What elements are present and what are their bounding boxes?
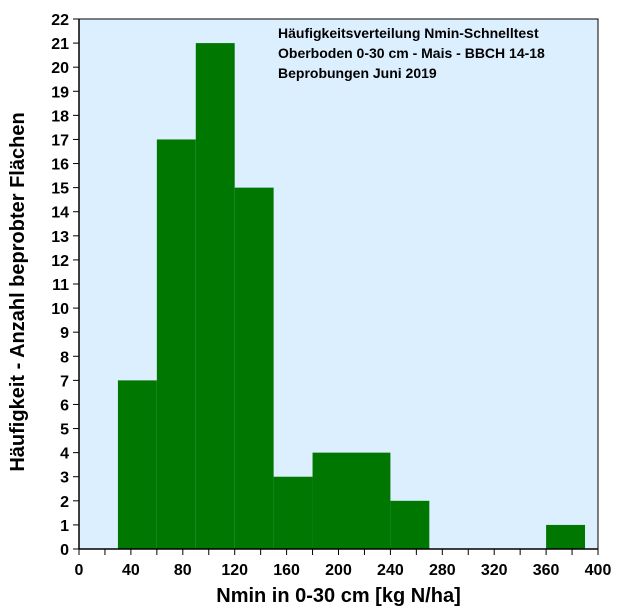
y-tick-label: 8 [60, 349, 69, 366]
histogram-bar-7 [546, 524, 586, 549]
x-tick-label: 0 [75, 562, 84, 579]
y-tick-label: 22 [51, 12, 69, 29]
y-tick-label: 4 [60, 446, 69, 463]
y-axis-label: Häufigkeit - Anzahl beprobter Flächen [7, 112, 29, 471]
y-tick-label: 3 [60, 470, 69, 487]
x-tick-label: 320 [481, 562, 508, 579]
x-tick-label: 240 [377, 562, 404, 579]
y-tick-label: 7 [60, 373, 69, 390]
chart-title-line: Beprobungen Juni 2019 [278, 65, 437, 81]
y-tick-label: 19 [51, 84, 69, 101]
x-tick-label: 160 [273, 562, 300, 579]
chart-title: Häufigkeitsverteilung Nmin-Schnelltest Ob… [278, 25, 545, 81]
y-tick-label: 18 [51, 108, 69, 125]
histogram-bar-1 [156, 139, 196, 550]
y-tick-label: 5 [60, 422, 69, 439]
y-tick-label: 21 [51, 36, 69, 53]
bars-group [117, 43, 586, 550]
y-tick-label: 15 [51, 181, 69, 198]
histogram-bar-0 [117, 380, 157, 549]
y-tick-label: 14 [51, 205, 69, 222]
x-tick-label: 400 [585, 562, 612, 579]
y-tick-label: 0 [60, 542, 69, 559]
histogram-bar-2 [195, 43, 235, 549]
y-tick-label: 20 [51, 60, 69, 77]
y-tick-label: 1 [60, 518, 69, 535]
x-ticks-group: 0 40 80 120 160 200 240 280 320 360 400 [75, 549, 612, 579]
x-tick-label: 360 [533, 562, 560, 579]
y-tick-label: 12 [51, 253, 69, 270]
histogram-bar-4 [273, 476, 313, 549]
histogram-bar-5 [312, 452, 391, 549]
histogram-bar-6 [390, 500, 430, 549]
y-tick-label: 13 [51, 229, 69, 246]
y-tick-label: 9 [60, 325, 69, 342]
y-tick-label: 6 [60, 397, 69, 414]
x-tick-label: 280 [429, 562, 456, 579]
y-tick-label: 16 [51, 157, 69, 174]
x-tick-label: 200 [325, 562, 352, 579]
y-tick-label: 10 [51, 301, 69, 318]
x-tick-label: 120 [221, 562, 248, 579]
y-tick-label: 17 [51, 132, 69, 149]
x-tick-label: 40 [122, 562, 140, 579]
histogram-bar-3 [234, 187, 274, 550]
chart-title-line: Häufigkeitsverteilung Nmin-Schnelltest [278, 25, 539, 41]
chart-title-line: Oberboden 0-30 cm - Mais - BBCH 14-18 [278, 45, 545, 61]
y-tick-label: 2 [60, 494, 69, 511]
y-tick-label: 11 [52, 277, 69, 294]
x-axis-label: Nmin in 0-30 cm [kg N/ha] [216, 585, 461, 607]
x-tick-label: 80 [174, 562, 192, 579]
